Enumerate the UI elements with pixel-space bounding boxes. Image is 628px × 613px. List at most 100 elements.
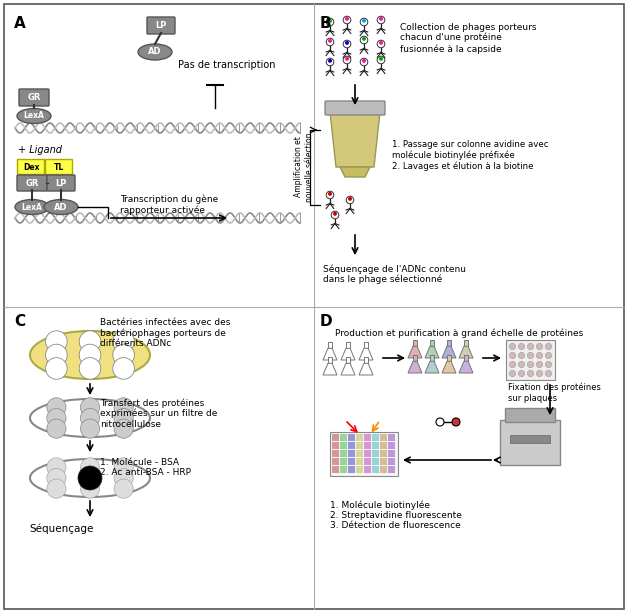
Polygon shape [459, 346, 473, 358]
Text: Collection de phages porteurs
chacun d'une protéine
fusionnée à la capside: Collection de phages porteurs chacun d'u… [400, 23, 536, 53]
Polygon shape [442, 361, 456, 373]
Bar [413, 355, 417, 361]
Bar [380, 466, 387, 473]
Circle shape [345, 57, 349, 61]
Circle shape [80, 479, 100, 498]
Circle shape [362, 19, 366, 23]
Text: Amplification et
nouvelle sélection: Amplification et nouvelle sélection [295, 132, 314, 202]
Circle shape [528, 370, 534, 376]
Ellipse shape [17, 109, 51, 123]
Bar [348, 466, 355, 473]
Circle shape [509, 370, 516, 376]
Circle shape [377, 40, 385, 48]
Bar [506, 340, 555, 380]
Circle shape [79, 331, 101, 352]
Bar [364, 342, 368, 348]
Circle shape [113, 345, 134, 366]
Text: 1. Passage sur colonne avidine avec
molécule biotinylée préfixée
2. Lavages et é: 1. Passage sur colonne avidine avec molé… [392, 140, 548, 171]
Circle shape [345, 41, 349, 45]
Polygon shape [359, 364, 373, 375]
Bar [356, 434, 363, 441]
Bar [364, 434, 371, 441]
Circle shape [114, 398, 133, 417]
Bar [364, 357, 368, 364]
Text: 1. Molécule - BSA
2. Ac anti-BSA - HRP: 1. Molécule - BSA 2. Ac anti-BSA - HRP [100, 458, 191, 478]
Bar [510, 435, 550, 443]
Circle shape [343, 56, 351, 64]
Bar [328, 357, 332, 364]
Circle shape [536, 361, 543, 368]
Bar [340, 458, 347, 465]
Bar [332, 434, 339, 441]
Bar [332, 450, 339, 457]
Circle shape [536, 370, 543, 376]
Bar [364, 466, 371, 473]
Bar [388, 442, 395, 449]
Bar [332, 442, 339, 449]
Bar [356, 466, 363, 473]
Circle shape [518, 361, 524, 368]
Bar [464, 355, 468, 361]
Bar [430, 340, 434, 346]
Text: Séquençage: Séquençage [30, 524, 94, 535]
Circle shape [79, 345, 101, 366]
Circle shape [114, 408, 133, 428]
Bar [348, 458, 355, 465]
Circle shape [47, 419, 66, 438]
Bar [372, 466, 379, 473]
Ellipse shape [138, 44, 172, 60]
Circle shape [528, 361, 534, 368]
Circle shape [509, 352, 516, 359]
Polygon shape [425, 346, 439, 358]
Ellipse shape [30, 459, 150, 497]
Text: LexA: LexA [24, 112, 45, 121]
Circle shape [360, 18, 368, 26]
Bar [388, 434, 395, 441]
Bar [388, 450, 395, 457]
Polygon shape [330, 112, 380, 167]
Text: Transfert des protéines
exprimées sur un filtre de
nitrocellulose: Transfert des protéines exprimées sur un… [100, 398, 217, 429]
Circle shape [545, 361, 551, 368]
Bar [388, 458, 395, 465]
Circle shape [379, 17, 383, 21]
Bar [388, 466, 395, 473]
Circle shape [80, 419, 100, 438]
Polygon shape [340, 167, 370, 177]
Circle shape [528, 352, 534, 359]
Circle shape [379, 57, 383, 61]
Circle shape [518, 343, 524, 349]
Bar [372, 442, 379, 449]
Polygon shape [341, 348, 355, 360]
Circle shape [379, 41, 383, 45]
Circle shape [79, 357, 101, 379]
Circle shape [326, 58, 334, 66]
Circle shape [114, 479, 133, 498]
Circle shape [545, 352, 551, 359]
Circle shape [509, 361, 516, 368]
Bar [380, 458, 387, 465]
Ellipse shape [44, 199, 78, 215]
Bar [447, 355, 451, 361]
Bar [505, 408, 555, 422]
Circle shape [47, 408, 66, 428]
Bar [348, 434, 355, 441]
Circle shape [536, 352, 543, 359]
Text: AD: AD [148, 47, 162, 56]
Polygon shape [323, 364, 337, 375]
Text: B: B [320, 16, 332, 31]
Text: Dex: Dex [23, 162, 39, 172]
FancyBboxPatch shape [147, 17, 175, 34]
Circle shape [377, 16, 385, 24]
Text: LexA: LexA [21, 202, 43, 211]
Circle shape [331, 211, 338, 219]
Bar [464, 340, 468, 346]
Polygon shape [323, 348, 337, 360]
Circle shape [343, 40, 351, 48]
Circle shape [80, 398, 100, 417]
Bar [372, 434, 379, 441]
Circle shape [80, 408, 100, 428]
Bar [500, 420, 560, 465]
Ellipse shape [30, 399, 150, 437]
Bar [430, 355, 434, 361]
Polygon shape [341, 364, 355, 375]
